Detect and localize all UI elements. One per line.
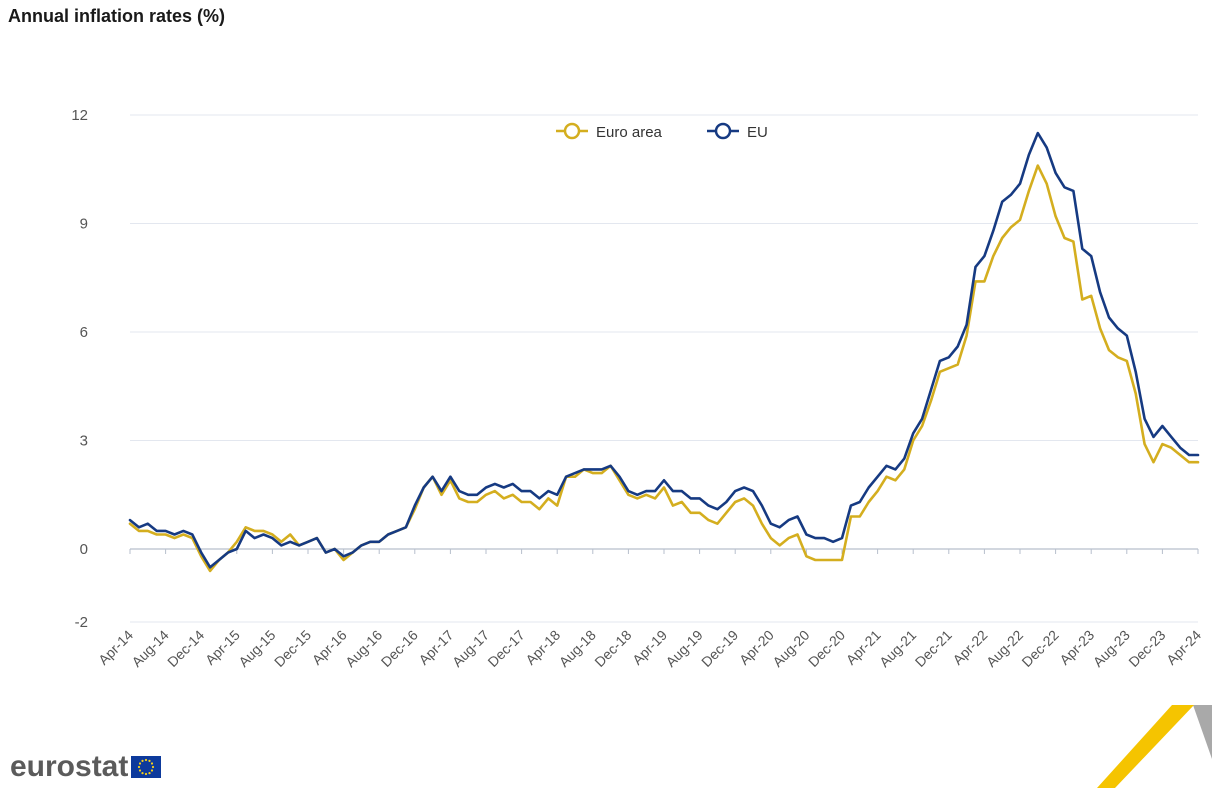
y-tick-label: 12 — [71, 107, 88, 124]
series-line-euro-area — [128, 164, 1200, 573]
x-tick-label: Dec-22 — [1018, 627, 1061, 670]
eu-flag-icon — [131, 756, 162, 778]
legend-label: EU — [747, 124, 768, 141]
legend-item-euro-area[interactable]: Euro area — [556, 122, 663, 141]
x-tick-label: Dec-14 — [164, 627, 207, 670]
x-tick-label: Aug-17 — [449, 627, 492, 670]
y-axis-ticks: -2 0 3 6 9 12 — [71, 107, 88, 631]
x-tick-label: Aug-14 — [128, 627, 171, 670]
x-tick-label: Dec-18 — [591, 627, 634, 670]
x-tick-label: Aug-23 — [1090, 627, 1133, 670]
x-tick-label: Dec-15 — [271, 627, 314, 670]
eurostat-logo: eurostat — [10, 750, 162, 784]
x-axis-ticks: Apr-14Aug-14Dec-14Apr-15Aug-15Dec-15Apr-… — [95, 549, 1204, 670]
x-tick-label: Aug-19 — [662, 627, 705, 670]
legend-item-eu[interactable]: EU — [707, 122, 768, 141]
gridlines — [130, 114, 1198, 623]
y-tick-label: 9 — [80, 216, 88, 233]
chart-title: Annual inflation rates (%) — [8, 6, 226, 26]
x-tick-label: Aug-15 — [235, 627, 278, 670]
series-lines — [128, 131, 1200, 573]
legend[interactable]: Euro area EU — [556, 122, 768, 141]
x-tick-label: Apr-24 — [1163, 627, 1204, 668]
x-tick-label: Aug-20 — [769, 627, 812, 670]
x-tick-label: Dec-20 — [805, 627, 848, 670]
corner-decoration-icon — [1097, 705, 1212, 788]
x-tick-label: Dec-21 — [912, 627, 955, 670]
logo-text: eurostat — [10, 750, 129, 783]
legend-marker-icon — [714, 122, 732, 140]
x-tick-label: Dec-16 — [378, 627, 421, 670]
x-tick-label: Aug-16 — [342, 627, 385, 670]
y-tick-label: 0 — [80, 541, 88, 558]
legend-label: Euro area — [596, 124, 663, 141]
x-tick-label: Dec-17 — [484, 627, 527, 670]
legend-marker-icon — [563, 122, 581, 140]
x-tick-label: Aug-21 — [876, 627, 919, 670]
y-tick-label: 3 — [80, 433, 88, 450]
y-tick-label: 6 — [80, 324, 88, 341]
x-tick-label: Dec-23 — [1125, 627, 1168, 670]
x-tick-label: Dec-19 — [698, 627, 741, 670]
series-line-eu — [128, 131, 1200, 569]
x-tick-label: Aug-18 — [556, 627, 599, 670]
y-tick-label: -2 — [75, 614, 88, 631]
x-tick-label: Aug-22 — [983, 627, 1026, 670]
